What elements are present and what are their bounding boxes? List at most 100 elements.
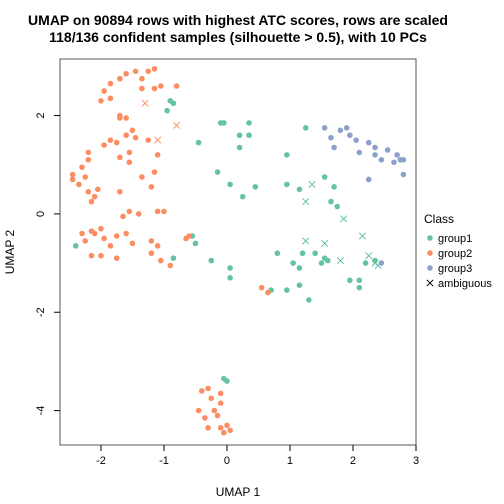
point-group3 (400, 171, 407, 178)
y-tick-label: 2 (35, 112, 47, 118)
legend-marker (427, 250, 433, 256)
point-group2 (198, 388, 205, 394)
point-group2 (113, 139, 120, 146)
chart-title: UMAP on 90894 rows with highest ATC scor… (28, 12, 448, 28)
point-group2 (139, 174, 145, 180)
point-group3 (378, 157, 385, 163)
point-group3 (331, 144, 337, 151)
point-group2 (224, 422, 230, 429)
point-group2 (69, 171, 76, 178)
point-group2 (205, 385, 211, 392)
point-group2 (217, 390, 224, 397)
point-group2 (158, 257, 164, 264)
point-group1 (299, 250, 306, 257)
point-group1 (347, 277, 353, 284)
point-group2 (123, 115, 129, 121)
point-group3 (321, 125, 328, 131)
point-group1 (306, 297, 312, 303)
y-axis: -4 -2 0 2 (35, 112, 60, 415)
point-group1 (274, 250, 281, 257)
point-group2 (79, 230, 85, 237)
point-group2 (120, 213, 126, 220)
point-group2 (117, 115, 123, 121)
x-axis: -2 -1 0 1 2 3 (96, 445, 419, 467)
point-group2 (151, 169, 158, 175)
point-group2 (117, 154, 123, 161)
legend-label: group2 (438, 248, 472, 260)
point-group1 (214, 169, 221, 175)
point-group2 (151, 85, 158, 92)
point-group3 (384, 147, 391, 153)
point-group2 (79, 164, 85, 170)
legend-item-group2: group2 (427, 248, 472, 260)
point-group1 (192, 240, 199, 247)
y-tick-label: 0 (35, 211, 47, 217)
point-group2 (123, 230, 129, 237)
point-group1 (296, 265, 303, 271)
x-tick-label: 2 (350, 455, 356, 467)
point-group2 (76, 181, 82, 188)
point-ambiguous (308, 180, 316, 188)
point-group3 (347, 132, 353, 139)
point-group2 (183, 235, 189, 242)
point-group2 (214, 412, 221, 419)
point-group1 (170, 255, 177, 261)
point-group2 (139, 85, 145, 92)
point-group1 (246, 132, 252, 139)
point-group2 (202, 415, 208, 421)
point-group2 (123, 132, 129, 139)
point-ambiguous (374, 261, 382, 270)
point-group1 (208, 257, 215, 264)
point-group2 (123, 70, 129, 77)
x-tick-label: 0 (224, 455, 230, 467)
data-points (69, 66, 407, 436)
point-group3 (400, 157, 407, 163)
point-group2 (117, 188, 123, 195)
point-ambiguous (336, 257, 344, 265)
point-group2 (217, 400, 224, 407)
point-group1 (227, 181, 233, 188)
legend-marker (427, 265, 433, 271)
point-group2 (173, 83, 180, 89)
point-group3 (394, 152, 400, 158)
x-tick-label: 1 (287, 455, 293, 467)
y-tick-label: -4 (35, 406, 47, 416)
point-group2 (135, 211, 142, 217)
point-group1 (312, 250, 318, 257)
point-group2 (205, 424, 211, 431)
plot-frame (59, 58, 417, 446)
point-group2 (107, 243, 114, 249)
point-group2 (98, 97, 104, 104)
x-tick-label: -2 (96, 455, 106, 467)
legend-marker (427, 235, 433, 241)
point-group3 (343, 125, 350, 131)
point-group2 (69, 176, 76, 183)
point-group2 (107, 80, 114, 87)
point-group1 (290, 260, 296, 266)
point-group3 (365, 139, 372, 146)
y-axis-label: UMAP 2 (3, 229, 17, 274)
legend: Class group1 group2 group3 ambiguous (424, 212, 492, 290)
point-group1 (236, 132, 243, 139)
point-group2 (129, 240, 136, 247)
point-group2 (139, 75, 145, 82)
legend-marker (426, 279, 434, 287)
point-group2 (227, 427, 233, 434)
point-group2 (98, 225, 104, 232)
point-group1 (284, 181, 290, 188)
point-group2 (154, 243, 161, 249)
point-group2 (132, 68, 139, 75)
point-group3 (337, 127, 344, 134)
point-group2 (161, 208, 167, 215)
point-group2 (148, 238, 155, 244)
point-group3 (391, 159, 397, 166)
point-group2 (82, 238, 89, 244)
point-group3 (372, 152, 378, 158)
y-tick-label: -2 (35, 307, 47, 317)
point-group2 (101, 142, 107, 148)
point-group3 (353, 137, 359, 143)
point-ambiguous (358, 232, 366, 240)
legend-label: ambiguous (438, 278, 492, 290)
point-group2 (158, 83, 164, 89)
